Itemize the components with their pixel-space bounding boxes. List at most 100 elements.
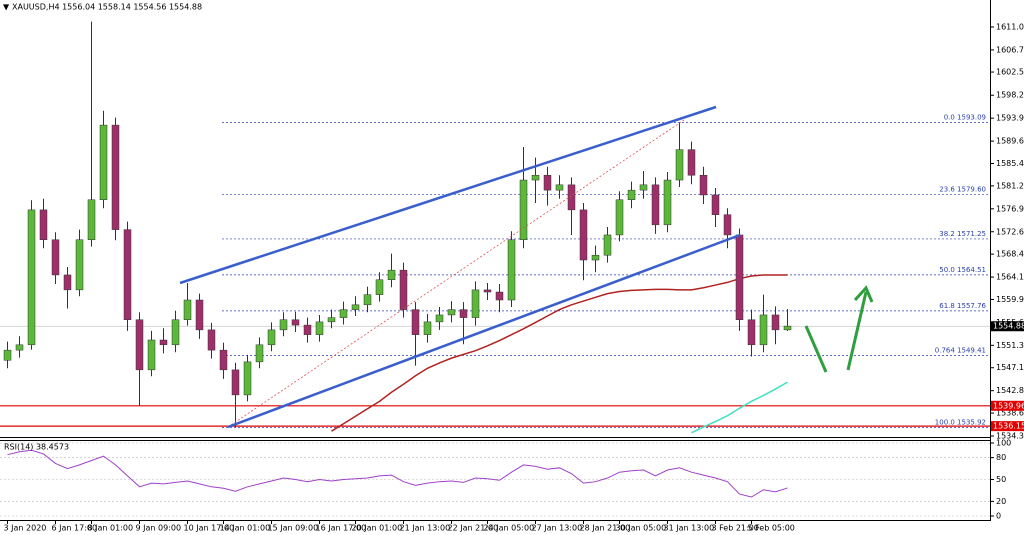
y-tick-label: 20	[996, 497, 1006, 506]
candle-body	[291, 319, 300, 326]
chart-title: XAUUSD,H4 1556.04 1558.14 1554.56 1554.8…	[12, 3, 202, 12]
y-tick-label: 1559.90	[996, 295, 1024, 304]
candle-body	[267, 329, 276, 346]
candle-body	[591, 254, 600, 261]
y-tick-label: 1572.60	[996, 227, 1024, 236]
candle-body	[735, 234, 744, 320]
x-tick-label: 10 Jan 17:00	[184, 524, 235, 533]
candle-body	[579, 209, 588, 261]
candle-body	[639, 184, 648, 191]
candle-body	[423, 321, 432, 335]
candle-body	[171, 319, 180, 346]
green-arrow-up	[846, 291, 868, 371]
fib-label: 0.0 1593.09	[944, 113, 986, 121]
candle-body	[459, 309, 468, 318]
x-tick-label: 28 Jan 21:00	[580, 524, 631, 533]
candle-body	[687, 149, 696, 176]
candle-body	[351, 304, 360, 310]
candle-body	[231, 369, 240, 396]
candle-body	[663, 179, 672, 226]
line	[7, 449, 788, 498]
candle-body	[651, 184, 660, 226]
candle-body	[507, 239, 516, 301]
line	[331, 274, 788, 432]
candle-body	[771, 314, 780, 331]
fib-label: 61.8 1557.76	[939, 302, 986, 310]
candle-body	[759, 314, 768, 346]
y-tick-label: 100	[996, 439, 1011, 448]
candle-body	[135, 319, 144, 371]
candle-body	[555, 184, 564, 191]
x-tick-label: 20 Jan 01:00	[352, 524, 403, 533]
candle-body	[255, 344, 264, 363]
x-tick-label: 15 Jan 09:00	[268, 524, 319, 533]
candle-body	[627, 189, 636, 201]
green-arrow-head	[853, 285, 874, 303]
fib-label: 0.764 1549.41	[935, 346, 986, 354]
menu-icon: ▼	[3, 3, 10, 12]
y-tick-label: 0	[996, 512, 1001, 521]
candle-body	[471, 289, 480, 318]
axis-labels: 1611.00 1606.70 1602.55 1598.20 1593.90 1589.…	[4, 22, 1024, 533]
y-tick-label: 50	[996, 475, 1006, 484]
fib-label: 50.0 1564.51	[939, 266, 986, 274]
fib-label: 38.2 1571.25	[939, 230, 986, 238]
candle-body	[711, 194, 720, 215]
price-tag-label: 1539.96	[993, 401, 1024, 410]
candle-body	[51, 239, 60, 276]
y-tick-label: 80	[996, 453, 1006, 462]
candle-body	[75, 239, 84, 291]
x-tick-label: 14 Jan 01:00	[220, 524, 271, 533]
x-tick-label: 6 Jan 17:00	[52, 524, 98, 533]
candle-body	[363, 294, 372, 306]
channel-upper	[179, 105, 717, 285]
candle-body	[783, 325, 792, 331]
candle-body	[495, 291, 504, 301]
y-tick-label: 1551.30	[996, 341, 1024, 350]
y-tick-label: 1606.70	[996, 45, 1024, 54]
y-tick-label: 1593.90	[996, 114, 1024, 123]
y-tick-label: 1564.10	[996, 273, 1024, 282]
x-tick-label: 31 Jan 13:00	[664, 524, 715, 533]
y-tick-label: 1547.10	[996, 363, 1024, 372]
candle-body	[567, 184, 576, 211]
price-tag	[991, 421, 1024, 432]
candle-body	[303, 324, 312, 335]
fib-label: 100.0 1535.92	[935, 418, 986, 426]
candle-body	[615, 199, 624, 236]
green-arrow-down	[804, 325, 828, 373]
fib-label: 23.6 1579.60	[939, 185, 986, 193]
price-tag-label: 1554.88	[993, 322, 1024, 331]
y-tick-label: 1534.30	[996, 431, 1024, 440]
y-tick-label: 1589.60	[996, 137, 1024, 146]
candle-body	[435, 314, 444, 323]
candle-body	[279, 319, 288, 331]
candle-body	[159, 339, 168, 346]
y-tick-label: 1602.55	[996, 68, 1024, 77]
candle-body	[447, 309, 456, 316]
y-tick-label: 1611.00	[996, 22, 1024, 31]
candle-body	[123, 229, 132, 320]
candle-body	[603, 234, 612, 256]
y-tick-label: 1585.40	[996, 159, 1024, 168]
candle-body	[183, 299, 192, 320]
candle-body	[339, 309, 348, 318]
candle-body	[543, 174, 552, 191]
x-tick-label: 8 Jan 01:00	[88, 524, 134, 533]
candle-body	[675, 149, 684, 181]
candle-body	[99, 124, 108, 201]
candle-body	[243, 361, 252, 396]
candle-body	[315, 321, 324, 335]
x-tick-label: 3 Feb 21:00	[712, 524, 759, 533]
candle-body	[147, 339, 156, 371]
candle-body	[387, 269, 396, 280]
candle-body	[63, 274, 72, 291]
line	[691, 381, 788, 434]
price-tag	[991, 321, 1024, 332]
candle-body	[399, 269, 408, 310]
x-tick-label: 5 Feb 05:00	[748, 524, 795, 533]
candle-body	[375, 279, 384, 295]
candle-body	[27, 209, 36, 346]
x-tick-label: 3 Jan 2020	[4, 524, 47, 533]
candle-body	[483, 289, 492, 293]
